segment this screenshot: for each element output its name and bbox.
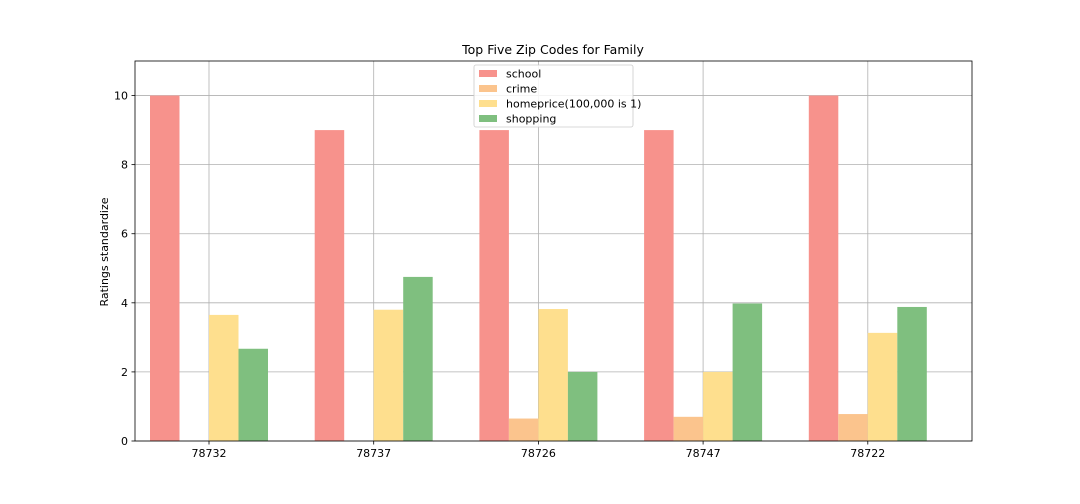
bar-shopping	[403, 276, 433, 441]
legend-swatch	[479, 85, 497, 92]
bar-shopping	[567, 371, 598, 441]
bar-crime	[673, 416, 704, 441]
y-tick-label: 6	[121, 228, 128, 241]
bar-shopping	[732, 303, 763, 441]
bar-homeprice	[538, 309, 568, 441]
x-tick-label: 78722	[850, 447, 885, 460]
x-tick-label: 78726	[521, 447, 556, 460]
legend-label: school	[506, 68, 541, 81]
legend-label: crime	[506, 83, 537, 96]
plot-frame	[134, 60, 973, 442]
legend-label: homeprice(100,000 is 1)	[506, 98, 641, 111]
bar-homeprice	[209, 314, 239, 441]
y-tick-label: 2	[121, 366, 128, 379]
y-tick-label: 4	[121, 297, 128, 310]
bar-school	[644, 130, 674, 441]
legend-box	[473, 64, 634, 128]
x-tick-label: 78732	[192, 447, 227, 460]
bar-homeprice	[867, 332, 898, 441]
legend-swatch	[479, 100, 497, 107]
bar-school	[479, 130, 509, 441]
y-tick-label: 10	[114, 90, 128, 103]
bar-school	[808, 95, 839, 441]
bar-crime	[508, 418, 539, 441]
legend-swatch	[479, 115, 497, 122]
bar-homeprice	[703, 371, 733, 441]
y-tick-label: 0	[121, 435, 128, 448]
y-tick-label: 8	[121, 159, 128, 172]
bar-homeprice	[373, 309, 404, 441]
bar-crime	[838, 414, 868, 441]
legend: school crime homeprice(100,000 is 1) shoppi…	[473, 64, 641, 128]
axes-group: 0 2 4 6 8 10 78732 78737 78726 78747 78722	[114, 60, 973, 460]
bars-group	[150, 95, 927, 441]
bar-school	[314, 130, 345, 441]
x-tick-label: 78737	[356, 447, 391, 460]
x-tick-label: 78747	[686, 447, 721, 460]
bar-shopping	[897, 306, 927, 441]
y-axis-label: Ratings standardize	[98, 197, 111, 306]
chart-title: Top Five Zip Codes for Family	[461, 42, 644, 57]
bar-shopping	[238, 348, 268, 441]
legend-swatch	[479, 70, 497, 77]
bar-school	[150, 95, 180, 441]
legend-label: shopping	[506, 113, 556, 126]
